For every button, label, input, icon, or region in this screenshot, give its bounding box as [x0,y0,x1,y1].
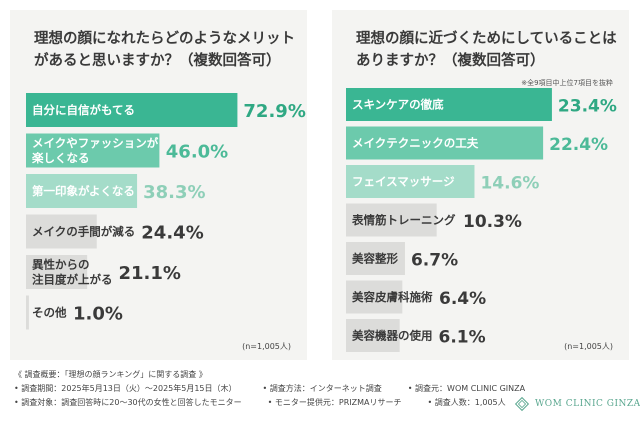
left-sample-size: (n=1,005人) [242,342,291,351]
bar-value-0-4: 21.1% [119,263,181,284]
bar-0-0 [26,93,238,127]
survey-target: • 調査対象：調査回答時に20～30代の女性と回答したモニター [14,398,242,407]
bar-label-1-3: 表情筋トレーニング [351,213,456,227]
respondents: • 調査人数：1,005人 [427,398,506,407]
bar-label-0-5: その他 [32,306,67,320]
survey-row-1: • 調査期間：2025年5月13日（火）～2025年5月15日（木） • 調査方法… [14,382,525,396]
bar-label-0-4: 異性からの注目度が上がる [32,258,113,287]
bar-0-5 [26,295,29,330]
right-chart-panel: 理想の顔に近づくためにしていることはありますか？（複数回答可） ※全9項目中上位… [332,10,629,360]
survey-footer: 《 調査概要：「理想の顔ランキング」に関する調査 》 • 調査期間：2025年5… [14,368,525,410]
bar-value-0-0: 72.9% [243,101,305,122]
monitor-provider: • モニター提供元：PRIZMAリサーチ [267,398,402,407]
right-sample-size: (n=1,005人) [564,342,613,351]
survey-method: • 調査方法：インターネット調査 [262,384,382,393]
right-bar-chart: スキンケアの徹底 23.4% メイクテクニックの工夫 22.4% フェイスマッサージ 14… [346,88,617,352]
bar-0-2 [26,174,138,208]
bar-label-1-6: 美容機器の使用 [352,329,433,343]
bar-value-0-5: 1.0% [73,304,123,325]
bar-label-1-1: メイクテクニックの工夫 [352,136,479,150]
bar-1-5 [346,280,403,314]
bar-0-1 [26,133,160,168]
bar-label-0-3: メイクの手間が減る [32,225,135,239]
bar-1-1 [346,126,544,160]
bar-1-6 [346,319,400,352]
left-chart-panel: 理想の顔になれたらどのようなメリットがあると思いますか？（複数回答可） 自分に自… [10,10,307,360]
bar-value-1-0: 23.4% [558,97,617,117]
bar-label-0-0: 自分に自信がもてる [32,103,135,117]
bar-value-1-6: 6.1% [439,328,486,348]
bar-label-0-1: メイクやファッションが楽しくなる [31,136,159,165]
bar-value-0-2: 38.3% [143,182,205,203]
bar-label-1-5: 美容皮膚科施術 [352,290,433,304]
bar-1-3 [346,203,437,237]
bar-value-0-3: 24.4% [141,223,203,244]
bar-1-0 [346,88,552,121]
survey-row-2: • 調査対象：調査回答時に20～30代の女性と回答したモニター • モニター提供元… [14,396,506,410]
bar-value-1-2: 14.6% [480,174,539,194]
bar-label-1-2: フェイスマッサージ [352,175,455,189]
bar-value-0-1: 46.0% [166,142,228,163]
bar-label-1-4: 美容整形 [352,252,398,266]
brand-diamond-icon [514,396,530,412]
brand-name: WOM CLINIC GINZA [535,399,640,409]
survey-overview: 《 調査概要：「理想の顔ランキング」に関する調査 》 [14,370,207,379]
left-bar-chart: 自分に自信がもてる 72.9% メイクやファッションが楽しくなる 46.0% 第一印象が… [26,93,306,330]
bar-label-0-2: 第一印象がよくなる [32,184,135,198]
bar-value-1-5: 6.4% [439,289,486,309]
bar-value-1-1: 22.4% [549,135,608,155]
survey-period: • 調査期間：2025年5月13日（火）～2025年5月15日（木） [14,384,237,393]
survey-by: • 調査元：WOM CLINIC GINZA [407,384,526,393]
bar-0-3 [26,214,97,249]
bar-0-4 [26,255,88,289]
brand-logo: WOM CLINIC GINZA [514,396,640,412]
left-chart-title: 理想の顔になれたらどのようなメリットがあると思いますか？（複数回答可） [34,31,295,69]
bar-value-1-4: 6.7% [411,251,458,271]
right-chart-title: 理想の顔に近づくためにしていることはありますか？（複数回答可） [356,31,617,69]
bar-label-1-0: スキンケアの徹底 [352,98,444,112]
right-chart-note: ※全9項目中上位7項目を抜粋 [521,79,613,87]
bar-1-2 [346,165,475,198]
bar-1-4 [346,242,405,275]
bar-value-1-3: 10.3% [463,212,522,232]
